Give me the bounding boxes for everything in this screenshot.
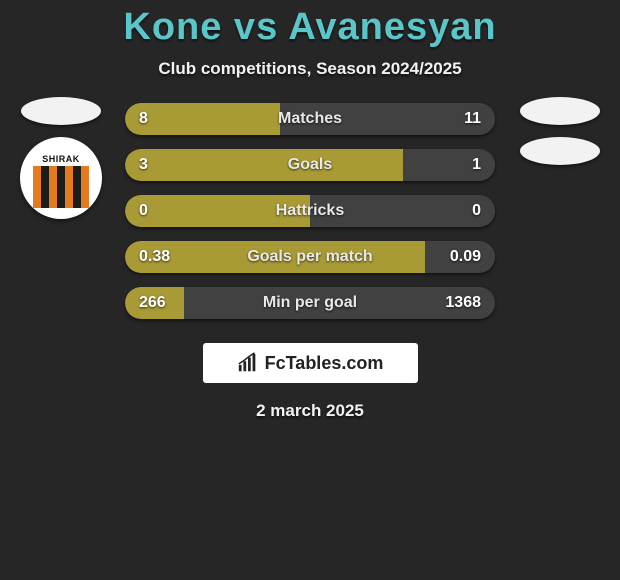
team-badge-label: SHIRAK xyxy=(20,154,102,164)
stat-label: Goals xyxy=(125,149,495,181)
team-logo-placeholder xyxy=(21,97,101,125)
stat-bar: 0Hattricks0 xyxy=(125,195,495,227)
stat-value-right: 0.09 xyxy=(450,241,481,273)
bar-chart-icon xyxy=(237,352,259,374)
subtitle: Club competitions, Season 2024/2025 xyxy=(0,59,620,79)
infographic-container: Kone vs Avanesyan Club competitions, Sea… xyxy=(0,0,620,421)
stat-label: Goals per match xyxy=(125,241,495,273)
stat-bar: 8Matches11 xyxy=(125,103,495,135)
stat-value-right: 1368 xyxy=(445,287,481,319)
stat-label: Min per goal xyxy=(125,287,495,319)
team-badge-shirak: SHIRAK xyxy=(20,137,102,219)
stat-value-right: 11 xyxy=(464,103,481,135)
stat-label: Hattricks xyxy=(125,195,495,227)
team-badge-stripes xyxy=(33,166,89,208)
stat-label: Matches xyxy=(125,103,495,135)
stat-value-right: 1 xyxy=(472,149,481,181)
comparison-area: SHIRAK 8Matches11 3Goals1 0Hattricks0 0.38G… xyxy=(0,103,620,319)
stat-bar: 3Goals1 xyxy=(125,149,495,181)
stat-value-right: 0 xyxy=(472,195,481,227)
page-title: Kone vs Avanesyan xyxy=(0,6,620,49)
stat-bar: 0.38Goals per match0.09 xyxy=(125,241,495,273)
stat-bar: 266Min per goal1368 xyxy=(125,287,495,319)
left-team-column: SHIRAK xyxy=(20,97,102,219)
brand-footer: FcTables.com xyxy=(203,343,418,383)
team-logo-placeholder xyxy=(520,137,600,165)
date-label: 2 march 2025 xyxy=(0,401,620,421)
team-logo-placeholder xyxy=(520,97,600,125)
brand-text: FcTables.com xyxy=(265,353,384,374)
stat-bars: 8Matches11 3Goals1 0Hattricks0 0.38Goals pe… xyxy=(125,103,495,319)
right-team-column xyxy=(520,97,600,165)
